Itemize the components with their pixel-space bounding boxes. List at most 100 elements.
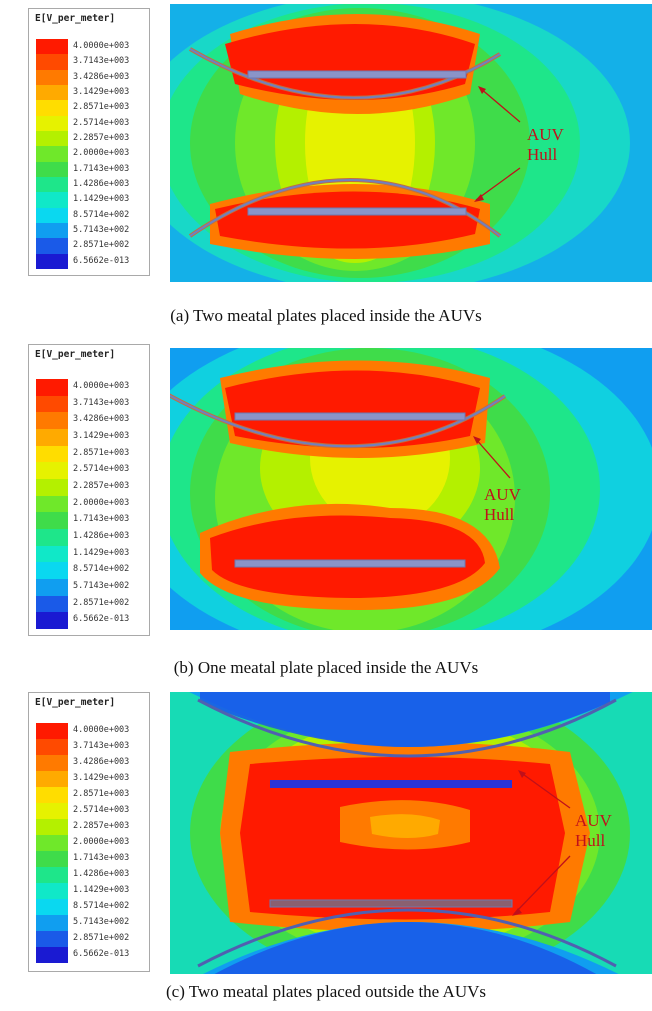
- caption-a: (a) Two meatal plates placed inside the …: [170, 306, 482, 325]
- legend-swatch: [36, 253, 68, 269]
- legend-row: 1.1429e+003: [36, 883, 146, 899]
- legend-value: 2.0000e+003: [73, 497, 130, 508]
- legend-row: 4.0000e+003: [36, 379, 146, 396]
- legend-value: 2.2857e+003: [73, 821, 130, 831]
- legend-value: 3.1429e+003: [73, 87, 130, 97]
- legend-row: 1.4286e+003: [36, 529, 146, 546]
- annotation-line2: Hull: [484, 505, 515, 524]
- legend-swatch: [36, 867, 68, 883]
- legend-title: E[V_per_meter]: [35, 349, 116, 360]
- legend-scale: 4.0000e+003 3.7143e+003 3.4286e+003 3.1429e…: [29, 379, 149, 629]
- legend-row: 3.1429e+003: [36, 429, 146, 446]
- legend-value: 2.8571e+002: [73, 597, 130, 608]
- legend-value: 6.5662e-013: [73, 949, 130, 959]
- legend: E[V_per_meter] 4.0000e+003 3.7143e+003 3.4…: [28, 692, 150, 972]
- legend-value: 8.5714e+002: [73, 209, 130, 220]
- annotation-line2: Hull: [575, 831, 606, 850]
- legend-swatch: [36, 883, 68, 899]
- legend-row: 5.7143e+002: [36, 223, 146, 239]
- legend-value: 3.4286e+003: [73, 757, 130, 767]
- legend-row: 3.4286e+003: [36, 69, 146, 85]
- legend-row: 1.7143e+003: [36, 512, 146, 529]
- legend-value: 2.5714e+003: [73, 464, 130, 475]
- field-plot: AUV Hull: [170, 348, 652, 630]
- legend-swatch: [36, 161, 68, 177]
- legend-row: 3.1429e+003: [36, 771, 146, 787]
- legend-value: 1.7143e+003: [73, 163, 130, 174]
- legend-swatch: [36, 612, 68, 629]
- legend-swatch: [36, 803, 68, 819]
- legend-swatch: [36, 379, 68, 396]
- legend-row: 6.5662e-013: [36, 612, 146, 629]
- legend-row: 4.0000e+003: [36, 723, 146, 739]
- legend-row: 3.7143e+003: [36, 54, 146, 70]
- legend-row: 2.5714e+003: [36, 462, 146, 479]
- legend-swatch: [36, 579, 68, 596]
- legend-row: 1.7143e+003: [36, 161, 146, 177]
- legend-row: 1.7143e+003: [36, 851, 146, 867]
- legend-value: 3.1429e+003: [73, 431, 130, 441]
- legend-swatch: [36, 739, 68, 755]
- legend-value: 3.7143e+003: [73, 56, 130, 67]
- legend-value: 1.4286e+003: [73, 869, 130, 879]
- legend-swatch: [36, 851, 68, 867]
- legend-swatch: [36, 512, 68, 529]
- legend-swatch: [36, 85, 68, 101]
- legend-swatch: [36, 479, 68, 496]
- legend-value: 4.0000e+003: [73, 725, 130, 735]
- legend-row: 2.5714e+003: [36, 115, 146, 131]
- legend-value: 3.7143e+003: [73, 397, 130, 408]
- legend-value: 6.5662e-013: [73, 614, 130, 625]
- legend-swatch: [36, 545, 68, 563]
- legend-value: 1.4286e+003: [73, 179, 130, 189]
- legend-value: 3.1429e+003: [73, 773, 130, 783]
- legend-value: 1.4286e+003: [73, 531, 130, 541]
- annotation-line2: Hull: [527, 145, 558, 164]
- legend-swatch: [36, 787, 68, 803]
- legend-swatch: [36, 223, 68, 239]
- legend-value: 2.5714e+003: [73, 117, 130, 128]
- legend-swatch: [36, 146, 68, 162]
- legend-swatch: [36, 131, 68, 147]
- legend-value: 2.8571e+002: [73, 933, 130, 943]
- legend-value: 3.7143e+003: [73, 741, 130, 751]
- legend-value: 2.0000e+003: [73, 148, 130, 159]
- legend-row: 6.5662e-013: [36, 947, 146, 963]
- legend-value: 4.0000e+003: [73, 41, 130, 51]
- legend-swatch: [36, 412, 68, 429]
- legend-row: 8.5714e+002: [36, 562, 146, 579]
- legend-swatch: [36, 835, 68, 851]
- legend-row: 1.4286e+003: [36, 177, 146, 193]
- legend-swatch: [36, 899, 68, 915]
- legend-row: 8.5714e+002: [36, 207, 146, 223]
- annotation-line1: AUV: [527, 125, 565, 144]
- legend-row: 2.2857e+003: [36, 479, 146, 496]
- legend-swatch: [36, 915, 68, 931]
- legend-row: 1.1429e+003: [36, 192, 146, 208]
- legend-swatch: [36, 395, 68, 413]
- legend-row: 1.4286e+003: [36, 867, 146, 883]
- legend-row: 2.0000e+003: [36, 495, 146, 513]
- legend-value: 5.7143e+002: [73, 917, 130, 927]
- legend-row: 2.8571e+003: [36, 100, 146, 116]
- legend-value: 4.0000e+003: [73, 381, 130, 391]
- legend-value: 1.1429e+003: [73, 885, 130, 895]
- legend-value: 1.1429e+003: [73, 194, 130, 205]
- legend-row: 2.0000e+003: [36, 835, 146, 851]
- legend-value: 2.2857e+003: [73, 133, 130, 143]
- legend-row: 2.8571e+002: [36, 931, 146, 947]
- legend-swatch: [36, 54, 68, 70]
- legend-swatch: [36, 429, 68, 446]
- field-plot: AUV Hull: [170, 692, 652, 974]
- legend-title: E[V_per_meter]: [35, 13, 116, 24]
- annotation-line1: AUV: [484, 485, 522, 504]
- legend-swatch: [36, 100, 68, 116]
- legend: E[V_per_meter] 4.0000e+003 3.7143e+003 3.4…: [28, 344, 150, 636]
- legend-row: 2.8571e+003: [36, 787, 146, 803]
- caption-b: (b) One meatal plate placed inside the A…: [173, 658, 479, 677]
- legend-row: 2.8571e+002: [36, 238, 146, 254]
- legend-swatch: [36, 495, 68, 513]
- legend-scale: 4.0000e+003 3.7143e+003 3.4286e+003 3.1429e…: [29, 39, 149, 269]
- legend-value: 8.5714e+002: [73, 901, 130, 911]
- legend-value: 2.8571e+002: [73, 240, 130, 251]
